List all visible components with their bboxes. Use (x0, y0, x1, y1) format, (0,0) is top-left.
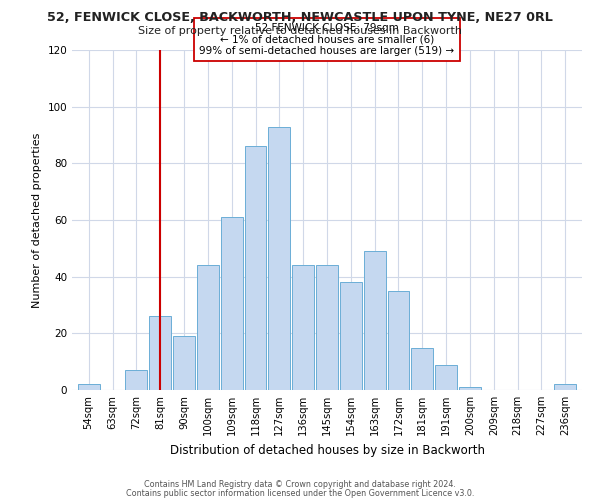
Bar (388, 291, 409, 390)
Bar (268, 126, 290, 390)
Bar (340, 282, 362, 390)
Bar (78, 384, 100, 390)
Bar (125, 370, 148, 390)
Bar (221, 217, 242, 390)
Bar (435, 364, 457, 390)
Bar (245, 146, 266, 390)
Bar (412, 348, 433, 390)
Text: 52, FENWICK CLOSE, BACKWORTH, NEWCASTLE UPON TYNE, NE27 0RL: 52, FENWICK CLOSE, BACKWORTH, NEWCASTLE … (47, 11, 553, 24)
Bar (316, 266, 338, 390)
Bar (364, 251, 386, 390)
Text: Contains HM Land Registry data © Crown copyright and database right 2024.: Contains HM Land Registry data © Crown c… (144, 480, 456, 489)
Y-axis label: Number of detached properties: Number of detached properties (32, 132, 42, 308)
Text: Contains public sector information licensed under the Open Government Licence v3: Contains public sector information licen… (126, 488, 474, 498)
Bar (459, 387, 481, 390)
Bar (149, 316, 171, 390)
Bar (173, 336, 195, 390)
Bar (292, 266, 314, 390)
Text: Size of property relative to detached houses in Backworth: Size of property relative to detached ho… (138, 26, 462, 36)
Text: 52 FENWICK CLOSE: 79sqm
← 1% of detached houses are smaller (6)
99% of semi-deta: 52 FENWICK CLOSE: 79sqm ← 1% of detached… (199, 23, 455, 56)
Bar (197, 266, 219, 390)
X-axis label: Distribution of detached houses by size in Backworth: Distribution of detached houses by size … (170, 444, 485, 456)
Bar (554, 384, 576, 390)
